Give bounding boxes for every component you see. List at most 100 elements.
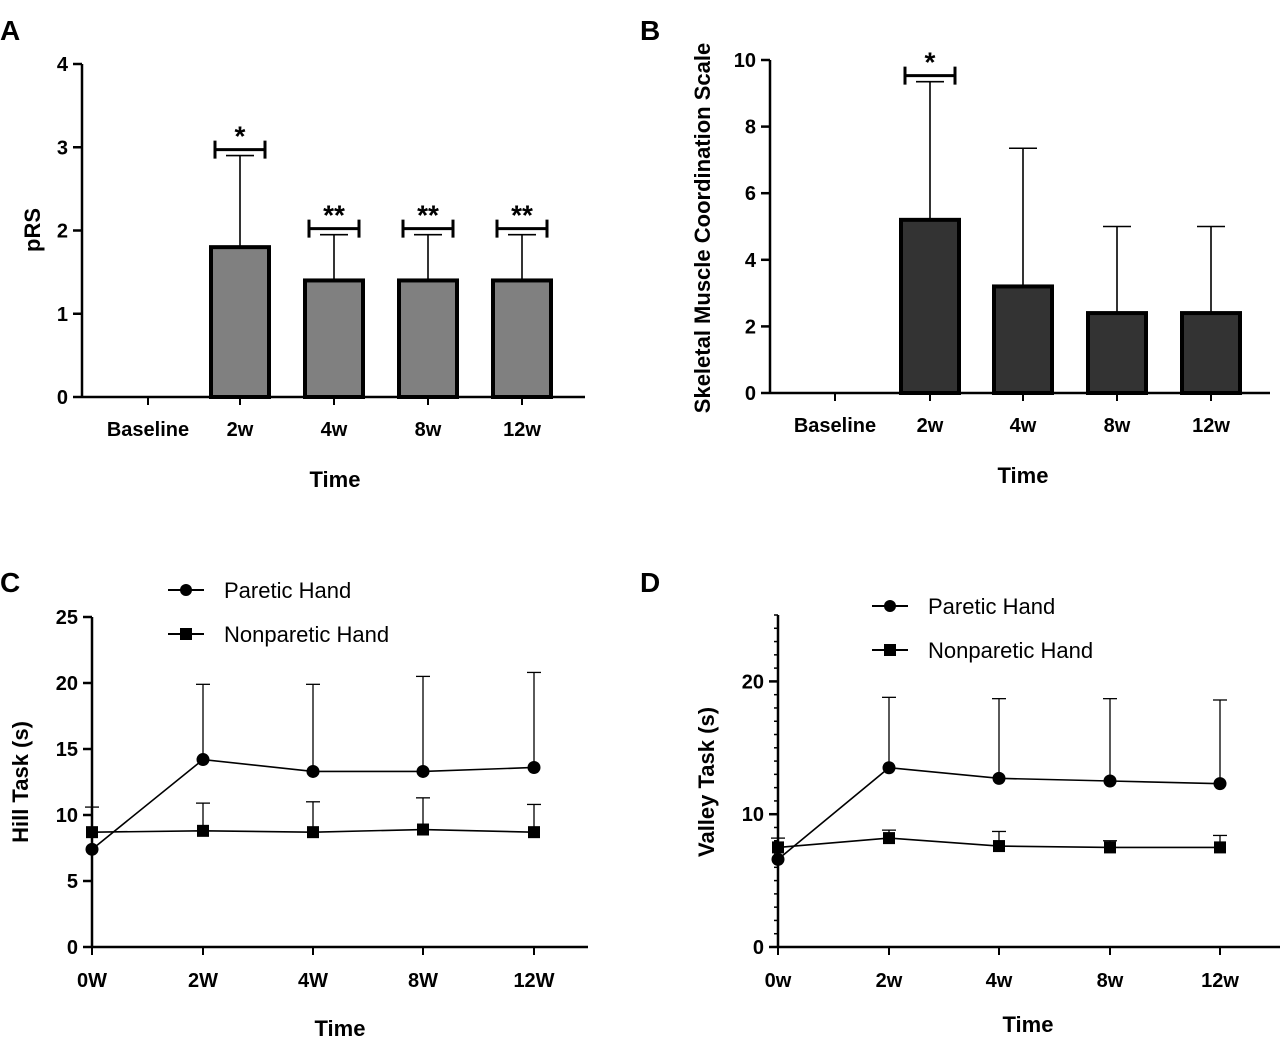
x-tick-label: Baseline xyxy=(794,415,876,437)
y-tick-label: 0 xyxy=(67,937,78,959)
x-tick-label: 2w xyxy=(876,970,903,992)
data-point-circle xyxy=(85,842,99,856)
panel-c-xlabel: Time xyxy=(315,1016,366,1038)
y-tick-label: 2 xyxy=(57,221,68,243)
bar xyxy=(209,245,271,399)
significance-label: ** xyxy=(323,200,345,231)
x-tick-label: 8W xyxy=(408,970,438,992)
panel-letter-b: B xyxy=(640,15,660,46)
significance-bracket xyxy=(401,219,455,238)
panel-d-xlabel: Time xyxy=(1003,1012,1054,1037)
data-point-square xyxy=(86,826,98,839)
x-tick-label: 12w xyxy=(1201,970,1239,992)
y-tick-label: 0 xyxy=(57,387,68,409)
data-point-circle xyxy=(416,764,430,778)
significance-bracket xyxy=(495,219,549,238)
significance-bracket xyxy=(903,66,957,85)
data-point-circle xyxy=(1213,777,1227,791)
bar xyxy=(1180,311,1242,395)
panel-d-legend: Paretic Hand Nonparetic Hand xyxy=(872,594,1093,663)
y-tick-label: 10 xyxy=(56,805,78,827)
data-point-square xyxy=(883,832,895,845)
bar xyxy=(899,217,961,395)
legend-marker-circle xyxy=(884,600,896,612)
significance-bracket xyxy=(213,140,267,159)
y-tick-label: 10 xyxy=(742,804,764,826)
bar xyxy=(1086,311,1148,395)
x-tick-label: 0W xyxy=(77,970,107,992)
data-point-square xyxy=(993,840,1005,853)
data-point-circle xyxy=(306,764,320,778)
y-tick-label: 15 xyxy=(56,739,78,761)
x-tick-label: 8w xyxy=(415,419,442,441)
y-tick-label: 3 xyxy=(57,137,68,159)
data-point-square xyxy=(417,823,429,836)
x-tick-label: 2w xyxy=(917,415,944,437)
data-point-circle xyxy=(1103,774,1117,788)
panel-letter-c: C xyxy=(0,567,20,598)
x-tick-label: 4w xyxy=(321,419,348,441)
bar xyxy=(303,278,365,400)
x-tick-label: 8w xyxy=(1104,415,1131,437)
x-tick-label: 2W xyxy=(188,970,218,992)
panel-a-xlabel: Time xyxy=(310,467,361,492)
panel-letter-d: D xyxy=(640,567,660,598)
significance-label: ** xyxy=(417,200,439,231)
y-tick-label: 4 xyxy=(57,54,69,76)
x-tick-label: 12w xyxy=(1192,415,1230,437)
bar xyxy=(992,284,1054,395)
data-point-square xyxy=(307,826,319,839)
x-tick-label: 8w xyxy=(1097,970,1124,992)
data-point-circle xyxy=(196,753,210,767)
data-point-circle xyxy=(882,761,896,775)
x-tick-label: 2w xyxy=(227,419,254,441)
panel-b-ylabel: Skeletal Muscle Coordination Scale xyxy=(690,43,715,413)
x-tick-label: Baseline xyxy=(107,419,189,441)
x-tick-label: 0w xyxy=(765,970,792,992)
y-tick-label: 0 xyxy=(753,937,764,959)
significance-label: * xyxy=(925,47,936,78)
y-tick-label: 2 xyxy=(745,316,756,338)
y-tick-label: 1 xyxy=(57,304,68,326)
legend-label-paretic: Paretic Hand xyxy=(928,594,1055,619)
x-tick-label: 4w xyxy=(1010,415,1037,437)
x-tick-label: 4W xyxy=(298,970,328,992)
legend-label-paretic: Paretic Hand xyxy=(224,578,351,603)
significance-label: ** xyxy=(511,200,533,231)
panel-c-axes: 0 5 10 15 20 25 xyxy=(56,607,588,959)
x-tick-label: 12w xyxy=(503,419,541,441)
data-point-square xyxy=(1104,841,1116,854)
legend-marker-square xyxy=(180,628,192,640)
x-tick-label: 12W xyxy=(513,970,554,992)
data-point-circle xyxy=(527,760,541,774)
bar xyxy=(397,278,459,400)
panel-d-ylabel: Valley Task (s) xyxy=(694,707,719,857)
panel-c-legend: Paretic Hand Nonparetic Hand xyxy=(168,578,389,647)
panel-c-ylabel: Hill Task (s) xyxy=(8,721,33,843)
legend-label-nonparetic: Nonparetic Hand xyxy=(224,622,389,647)
bar xyxy=(491,278,553,400)
legend-marker-circle xyxy=(180,584,192,596)
y-tick-label: 20 xyxy=(56,673,78,695)
data-point-square xyxy=(772,841,784,854)
legend-marker-square xyxy=(884,644,896,656)
panel-a-ylabel: pRS xyxy=(20,208,45,252)
y-tick-label: 0 xyxy=(745,383,756,405)
panel-letter-a: A xyxy=(0,15,20,46)
significance-bracket xyxy=(307,219,361,238)
y-tick-label: 4 xyxy=(745,250,757,272)
x-tick-label: 4w xyxy=(986,970,1013,992)
data-point-circle xyxy=(992,771,1006,785)
y-tick-label: 25 xyxy=(56,607,78,629)
data-point-square xyxy=(528,826,540,839)
y-tick-label: 5 xyxy=(67,871,78,893)
y-tick-label: 20 xyxy=(742,671,764,693)
data-point-circle xyxy=(771,852,785,866)
y-tick-label: 6 xyxy=(745,183,756,205)
panel-d-axes: 0 10 20 xyxy=(742,614,1280,959)
panel-b-xlabel: Time xyxy=(998,463,1049,488)
data-point-square xyxy=(1214,841,1226,854)
legend-label-nonparetic: Nonparetic Hand xyxy=(928,638,1093,663)
significance-label: * xyxy=(235,121,246,152)
